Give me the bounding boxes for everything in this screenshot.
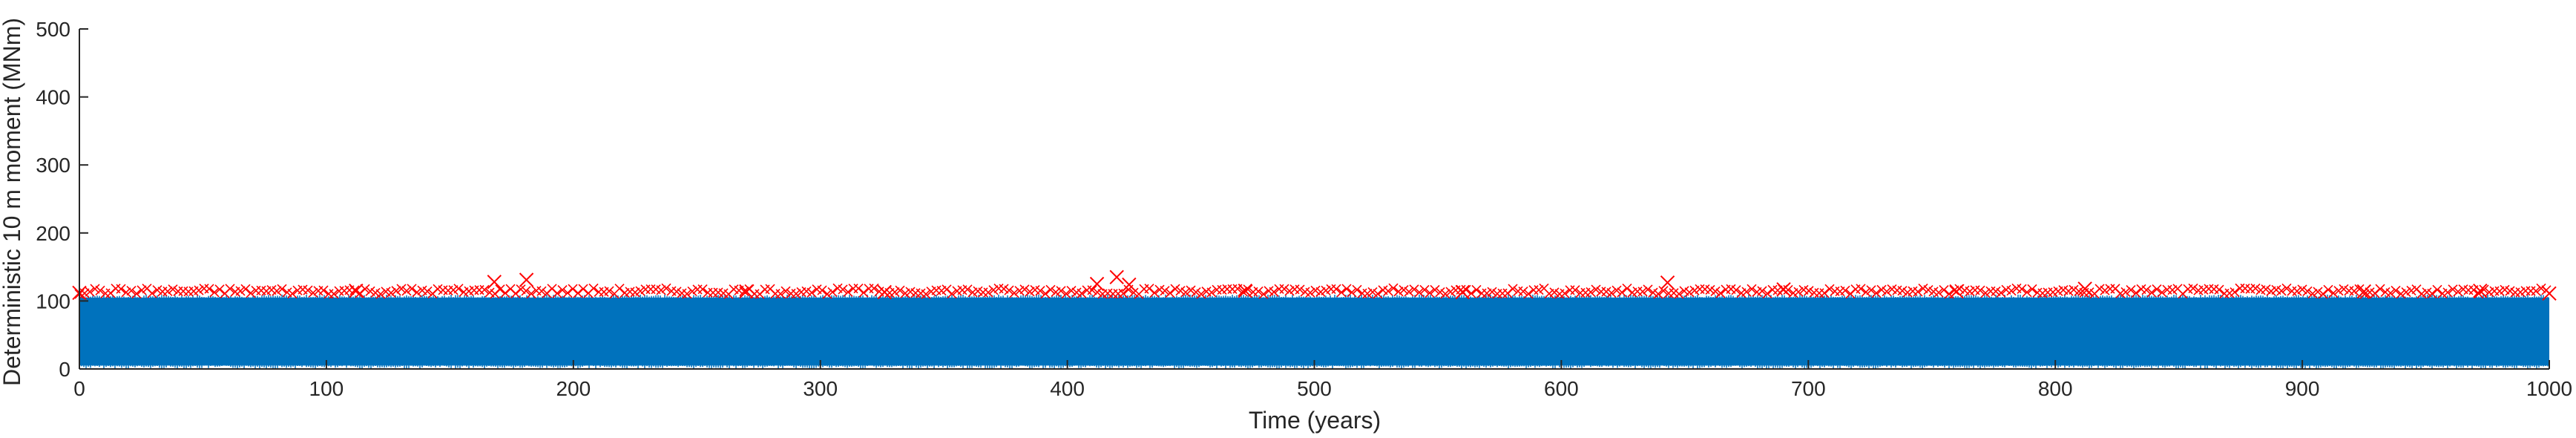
y-tick-label: 100: [36, 290, 70, 313]
x-ticks: 0 100 200 300 400 500 600 700 800 900 1000: [73, 360, 2572, 400]
y-axis-label: Deterministic 10 m moment (MNm): [0, 18, 25, 386]
peak-marker: [1949, 284, 1964, 299]
peak-marker: [487, 275, 502, 290]
peak-marker: [1109, 269, 1124, 285]
series-band: [79, 297, 2549, 366]
x-tick-label: 500: [1297, 377, 1332, 400]
x-tick-label: 600: [1544, 377, 1579, 400]
peak-markers: [72, 269, 2557, 301]
peak-marker: [519, 272, 534, 287]
peak-marker-band: [74, 283, 2552, 299]
x-tick-label: 0: [73, 377, 85, 400]
y-ticks: 0 100 200 300 400 500: [36, 18, 88, 381]
peak-marker: [739, 284, 754, 299]
peak-marker: [2542, 286, 2557, 301]
y-tick-label: 200: [36, 222, 70, 245]
peak-marker: [1089, 276, 1105, 292]
peak-marker: [1455, 284, 1470, 300]
peak-marker: [1776, 282, 1791, 297]
x-axis-label: Time (years): [1249, 407, 1381, 434]
x-tick-label: 100: [309, 377, 344, 400]
x-tick-label: 400: [1050, 377, 1085, 400]
peak-marker: [349, 283, 364, 298]
x-tick-label: 1000: [2526, 377, 2572, 400]
peak-marker: [877, 284, 892, 300]
x-tick-label: 200: [556, 377, 591, 400]
x-tick-label: 300: [803, 377, 838, 400]
y-tick-label: 500: [36, 18, 70, 41]
y-tick-label: 400: [36, 86, 70, 109]
x-tick-label: 900: [2285, 377, 2320, 400]
x-tick-label: 800: [2038, 377, 2073, 400]
peak-marker: [1238, 283, 1252, 298]
peak-marker: [1122, 277, 1137, 292]
y-tick-label: 300: [36, 154, 70, 177]
peak-marker: [2077, 281, 2092, 296]
peak-marker: [1660, 275, 1675, 290]
axes: 0 100 200 300 400 500 0 100 200 300 400 500 600 700 8…: [36, 18, 2572, 400]
y-tick-label: 0: [59, 358, 70, 381]
x-tick-label: 700: [1791, 377, 1826, 400]
peak-marker: [2356, 284, 2372, 299]
plot-area: [72, 269, 2557, 369]
peak-marker: [2473, 283, 2488, 298]
